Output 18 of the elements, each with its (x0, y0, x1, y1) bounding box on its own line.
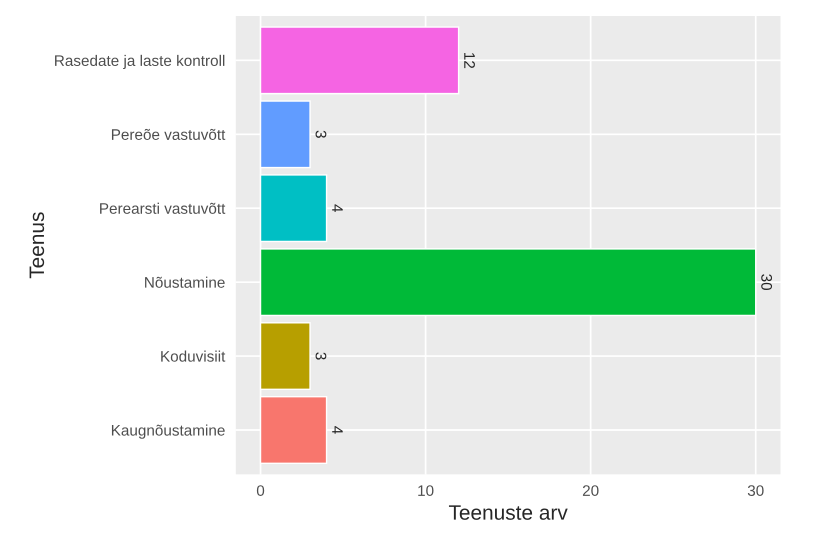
y-tick-label: Nõustamine (145, 276, 225, 288)
y-axis-title: Teenus (30, 212, 44, 278)
data-label: 4 (332, 204, 343, 212)
y-tick-label: Koduvisiit (161, 350, 226, 362)
data-label: 3 (316, 130, 326, 138)
y-tick-label: Rasedate ja laste kontroll (55, 54, 224, 70)
data-label: 30 (761, 274, 772, 290)
x-tick-label: 10 (418, 485, 434, 496)
y-tick-label: Kaugnõustamine (112, 424, 225, 439)
x-tick-label: 20 (582, 485, 599, 496)
x-tick-label: 30 (748, 485, 764, 496)
data-label: 12 (464, 53, 475, 68)
data-label: 4 (332, 426, 343, 434)
y-tick-label: Pereõe vastuvõtt (112, 128, 226, 140)
y-tick-label: Perearsti vastuvõtt (100, 202, 226, 214)
x-axis-title: Teenuste arv (448, 505, 568, 520)
data-label: 3 (316, 352, 326, 360)
x-tick-label: 0 (256, 485, 264, 496)
